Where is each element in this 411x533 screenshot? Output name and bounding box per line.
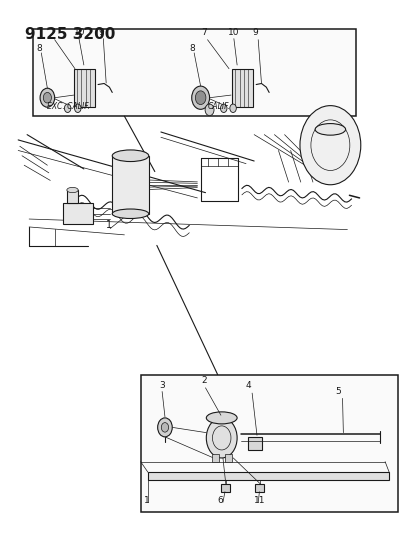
Bar — [255, 484, 264, 492]
Bar — [232, 69, 253, 107]
Bar — [112, 156, 149, 214]
Text: EXC. CALIF.: EXC. CALIF. — [47, 102, 90, 111]
Text: 10: 10 — [228, 28, 239, 37]
Bar — [33, 29, 356, 116]
Ellipse shape — [206, 412, 237, 424]
Circle shape — [74, 104, 81, 112]
Ellipse shape — [315, 124, 346, 135]
Circle shape — [206, 418, 237, 458]
Bar — [248, 437, 262, 449]
Circle shape — [65, 104, 71, 112]
Bar — [141, 375, 398, 512]
Text: 10: 10 — [74, 28, 85, 37]
Bar — [221, 484, 230, 492]
Bar — [212, 454, 219, 462]
Circle shape — [192, 86, 210, 109]
Circle shape — [300, 106, 361, 185]
Circle shape — [195, 91, 206, 104]
Circle shape — [40, 88, 55, 107]
Text: 2: 2 — [201, 376, 207, 385]
Circle shape — [220, 104, 227, 112]
Text: 1: 1 — [106, 220, 112, 230]
Ellipse shape — [67, 188, 78, 192]
Text: 9: 9 — [252, 28, 258, 37]
Text: 9125 3200: 9125 3200 — [25, 27, 115, 42]
Text: 8: 8 — [189, 44, 195, 53]
Circle shape — [205, 104, 214, 116]
Text: 11: 11 — [254, 496, 266, 505]
Text: CALIF.: CALIF. — [208, 102, 231, 111]
Bar — [148, 472, 389, 480]
Text: 7: 7 — [49, 28, 55, 37]
Ellipse shape — [112, 209, 149, 219]
Circle shape — [161, 423, 169, 432]
Text: 8: 8 — [37, 44, 42, 53]
Text: 5: 5 — [335, 387, 341, 395]
Bar — [67, 190, 78, 203]
Ellipse shape — [112, 150, 149, 161]
Bar — [74, 69, 95, 107]
Text: 7: 7 — [201, 28, 207, 37]
Bar — [224, 454, 232, 462]
Circle shape — [158, 418, 172, 437]
Text: 4: 4 — [246, 382, 252, 391]
Text: 9: 9 — [98, 28, 104, 37]
Text: 3: 3 — [159, 382, 165, 391]
Bar — [63, 203, 93, 224]
Text: 1: 1 — [144, 496, 150, 505]
Text: 6: 6 — [218, 496, 224, 505]
Circle shape — [43, 92, 51, 103]
Circle shape — [230, 104, 236, 112]
